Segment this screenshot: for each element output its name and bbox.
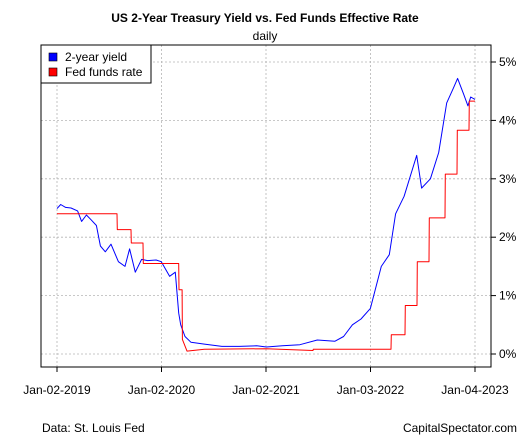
chart-subtitle: daily bbox=[253, 29, 278, 43]
x-tick-label: Jan-02-2019 bbox=[23, 383, 91, 397]
y-tick-label: 4% bbox=[499, 113, 517, 127]
legend-swatch-fed-funds-rate bbox=[48, 67, 58, 77]
y-tick-label: 0% bbox=[499, 347, 517, 361]
x-axis: Jan-02-2019 Jan-02-2020 Jan-02-2021 Jan-03-… bbox=[23, 367, 509, 397]
x-tick-label: Jan-04-2023 bbox=[441, 383, 509, 397]
series-layer bbox=[56, 77, 476, 352]
grid bbox=[41, 45, 491, 367]
legend: 2-year yield Fed funds rate bbox=[40, 44, 152, 84]
y-axis: 0% 1% 2% 3% 4% 5% bbox=[491, 55, 517, 361]
series-line-2-year-yield bbox=[56, 77, 476, 348]
y-tick-label: 3% bbox=[499, 172, 517, 186]
credit-note: CapitalSpectator.com bbox=[403, 421, 517, 435]
legend-box bbox=[40, 44, 152, 84]
x-tick-label: Jan-02-2020 bbox=[128, 383, 196, 397]
chart-title: US 2-Year Treasury Yield vs. Fed Funds E… bbox=[111, 11, 419, 25]
x-tick-label: Jan-02-2021 bbox=[232, 383, 300, 397]
y-tick-label: 5% bbox=[499, 55, 517, 69]
legend-label-2-year-yield: 2-year yield bbox=[65, 50, 127, 64]
x-tick-label: Jan-03-2022 bbox=[337, 383, 405, 397]
legend-label-fed-funds-rate: Fed funds rate bbox=[65, 65, 143, 79]
y-tick-label: 2% bbox=[499, 230, 517, 244]
y-tick-label: 1% bbox=[499, 289, 517, 303]
source-note: Data: St. Louis Fed bbox=[42, 421, 145, 435]
legend-swatch-2-year-yield bbox=[48, 52, 58, 62]
series-line-fed-funds-rate bbox=[57, 100, 475, 352]
